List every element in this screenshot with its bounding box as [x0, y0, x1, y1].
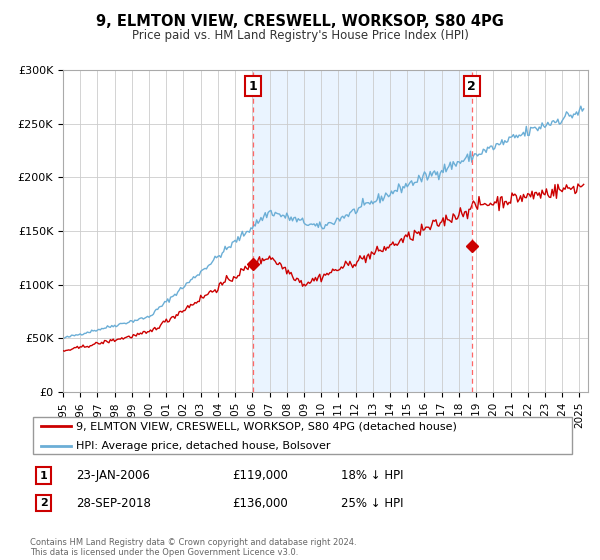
Text: 28-SEP-2018: 28-SEP-2018 [76, 497, 151, 510]
Text: Price paid vs. HM Land Registry's House Price Index (HPI): Price paid vs. HM Land Registry's House … [131, 29, 469, 42]
Text: 23-JAN-2006: 23-JAN-2006 [76, 469, 150, 482]
Text: HPI: Average price, detached house, Bolsover: HPI: Average price, detached house, Bols… [76, 441, 331, 451]
Text: 9, ELMTON VIEW, CRESWELL, WORKSOP, S80 4PG (detached house): 9, ELMTON VIEW, CRESWELL, WORKSOP, S80 4… [76, 421, 457, 431]
Text: 1: 1 [249, 80, 257, 92]
FancyBboxPatch shape [33, 417, 572, 454]
Text: £119,000: £119,000 [232, 469, 288, 482]
Text: 9, ELMTON VIEW, CRESWELL, WORKSOP, S80 4PG: 9, ELMTON VIEW, CRESWELL, WORKSOP, S80 4… [96, 14, 504, 29]
Text: £136,000: £136,000 [232, 497, 288, 510]
Text: 2: 2 [40, 498, 47, 508]
Text: Contains HM Land Registry data © Crown copyright and database right 2024.
This d: Contains HM Land Registry data © Crown c… [30, 538, 356, 557]
Text: 18% ↓ HPI: 18% ↓ HPI [341, 469, 404, 482]
Text: 25% ↓ HPI: 25% ↓ HPI [341, 497, 404, 510]
Text: 2: 2 [467, 80, 476, 92]
Text: 1: 1 [40, 471, 47, 481]
Bar [253, 70, 472, 392]
